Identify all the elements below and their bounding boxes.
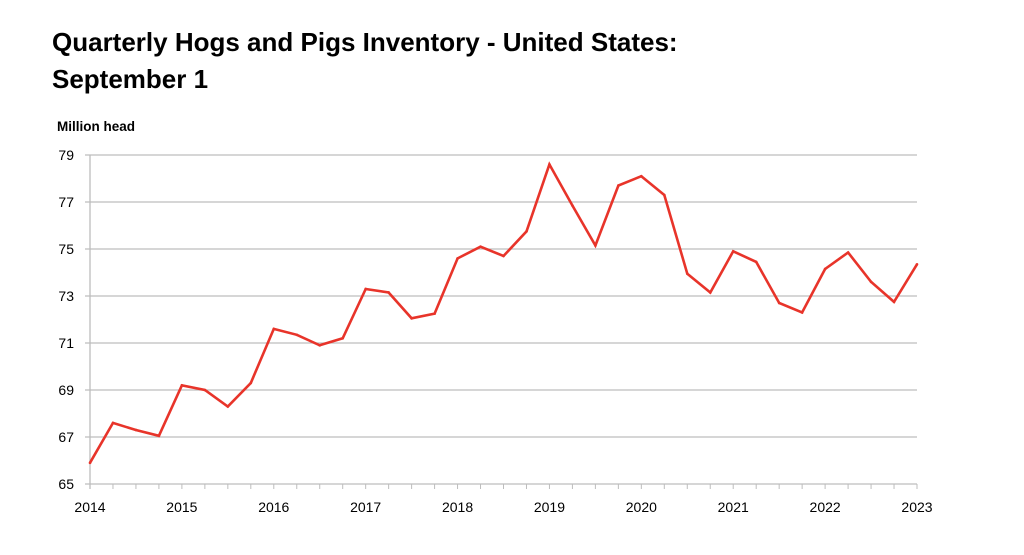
data-point	[754, 260, 758, 264]
y-tick-label: 79	[58, 147, 74, 163]
data-point	[433, 312, 436, 315]
data-point	[846, 251, 850, 254]
data-point	[823, 267, 827, 271]
data-point	[525, 230, 528, 233]
data-point	[617, 184, 620, 187]
y-tick-label: 67	[58, 429, 74, 445]
x-tick-label: 2018	[442, 499, 473, 515]
x-tick-label: 2014	[74, 499, 105, 515]
data-point	[640, 174, 643, 178]
chart-title-line-2: September 1	[52, 64, 209, 94]
chart-title-line-1: Quarterly Hogs and Pigs Inventory - Unit…	[52, 27, 678, 57]
data-point	[295, 333, 299, 337]
x-tick-label: 2023	[901, 499, 932, 515]
data-point	[869, 280, 873, 284]
series-line	[88, 161, 919, 464]
x-tick-label: 2021	[718, 499, 749, 515]
data-point	[111, 421, 115, 425]
y-tick-label: 71	[58, 335, 74, 351]
data-point	[410, 317, 413, 320]
data-point	[88, 461, 92, 465]
data-point	[134, 428, 138, 432]
x-tick-label: 2019	[534, 499, 565, 515]
data-point	[502, 254, 505, 258]
data-point	[594, 244, 597, 247]
data-point	[203, 388, 207, 392]
x-tick-label: 2015	[166, 499, 197, 515]
data-point	[157, 434, 161, 438]
x-tick-label: 2020	[626, 499, 657, 515]
data-point	[364, 287, 367, 291]
data-point	[892, 300, 896, 304]
data-point	[387, 291, 390, 294]
data-point	[663, 193, 666, 197]
y-tick-label: 75	[58, 241, 74, 257]
data-point	[571, 204, 574, 207]
data-point	[180, 384, 184, 387]
data-point	[548, 163, 551, 166]
y-tick-label: 65	[58, 476, 74, 492]
data-point	[226, 405, 230, 408]
x-tick-label: 2022	[810, 499, 841, 515]
data-point	[341, 337, 344, 340]
x-tick-label: 2016	[258, 499, 289, 515]
data-point	[456, 257, 459, 260]
data-point	[777, 301, 781, 305]
y-axis-label: Million head	[57, 119, 136, 134]
data-point	[479, 245, 482, 248]
y-tick-label: 73	[58, 288, 74, 304]
data-point	[915, 262, 919, 266]
data-point	[318, 344, 322, 347]
chart-title: Quarterly Hogs and Pigs Inventory - Unit…	[52, 24, 678, 98]
data-point	[685, 272, 689, 275]
data-point	[708, 291, 712, 294]
y-tick-label: 69	[58, 382, 74, 398]
data-point	[731, 250, 735, 253]
data-point	[272, 327, 276, 331]
data-point	[800, 311, 804, 314]
y-tick-label: 77	[58, 194, 74, 210]
x-tick-label: 2017	[350, 499, 381, 515]
data-point	[249, 381, 253, 385]
